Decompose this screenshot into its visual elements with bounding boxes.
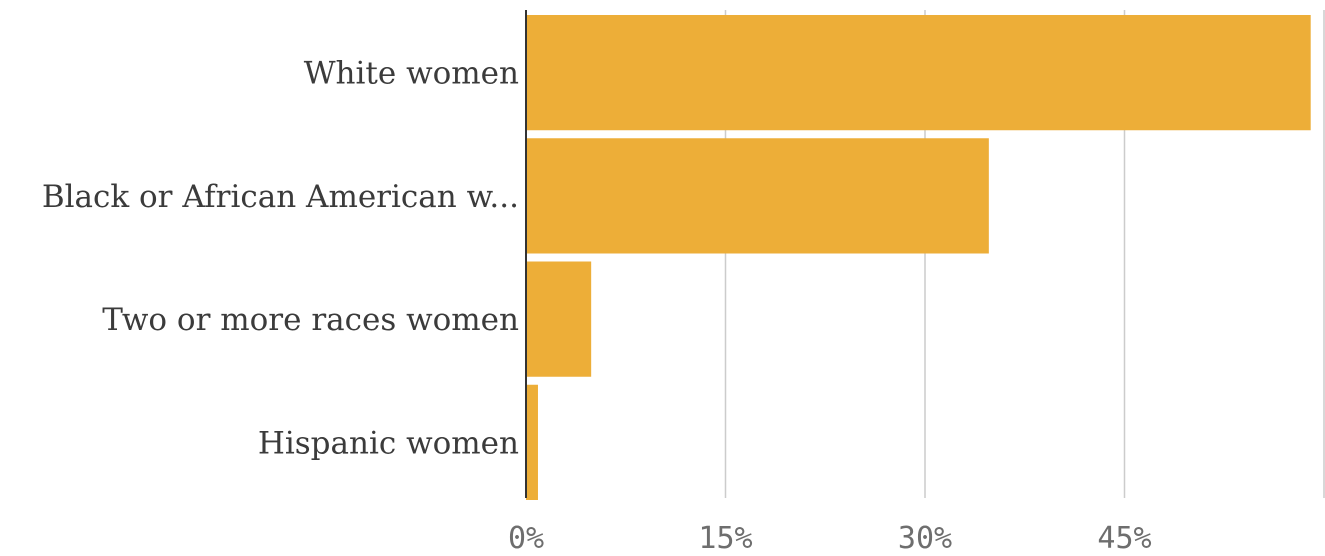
bar xyxy=(526,384,538,500)
x-tick-label: 45% xyxy=(1097,521,1151,556)
category-label: Hispanic women xyxy=(258,425,519,461)
x-tick-label: 15% xyxy=(698,521,752,556)
x-axis-tick-labels: 0% 15% 30% 45% xyxy=(508,521,1152,556)
bar xyxy=(526,261,592,377)
x-tick-label: 30% xyxy=(898,521,952,556)
category-labels: White women Black or African American w..… xyxy=(42,56,519,462)
bar xyxy=(526,138,989,254)
x-tick-label: 0% xyxy=(508,521,544,556)
category-label: Two or more races women xyxy=(102,302,519,338)
category-label: White women xyxy=(304,56,519,92)
bars xyxy=(526,15,1311,500)
bar xyxy=(526,15,1311,131)
category-label: Black or African American w... xyxy=(42,179,519,215)
